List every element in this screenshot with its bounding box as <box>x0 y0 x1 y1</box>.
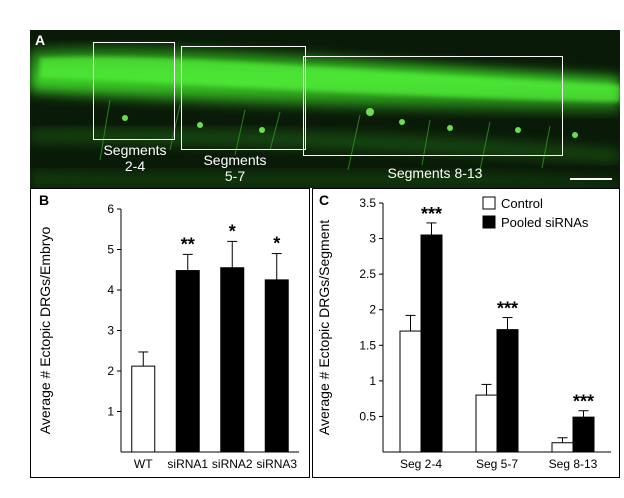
x-tick-label: Seg 2-4 <box>400 457 442 471</box>
bar-Seg 5-7 <box>496 329 519 453</box>
segment-label-5-7: Segments 5-7 <box>185 152 285 184</box>
y-tick-label: 2.5 <box>359 267 376 281</box>
legend-entry: Pooled siRNAs <box>501 215 589 230</box>
x-tick-label: WT <box>134 457 153 471</box>
y-tick-label: 0.5 <box>359 409 376 423</box>
scale-bar <box>570 178 612 180</box>
y-axis-label: Average # Ectopic DRGs/Segment <box>316 220 332 435</box>
segment-label-line1: Segments 8-13 <box>387 165 483 181</box>
segment-label-8-13: Segments 8-13 <box>360 165 510 181</box>
segment-label-2-4: Segments 2-4 <box>85 142 185 174</box>
y-tick-label: 3 <box>369 232 376 246</box>
panel-a-letter: A <box>35 32 46 48</box>
panel-c: C 0.5 1 1.5 2 2.5 3 3.5 *** Seg 2-4 *** Seg 5-7 *** S… <box>312 188 620 478</box>
x-tick-label: Seg 8-13 <box>549 457 598 471</box>
y-tick-label: 3 <box>107 324 114 338</box>
micrograph-image <box>30 47 620 188</box>
segment-label-line2: 2-4 <box>124 158 146 174</box>
significance-label: *** <box>573 392 594 412</box>
legend-entry: Control <box>501 196 543 211</box>
micrograph-panel: A Segments 2-4 Segments 5-7 Segments 8-1… <box>30 30 620 188</box>
segment-label-line2: 5-7 <box>224 168 246 184</box>
bar-Seg 2-4 <box>399 330 422 453</box>
significance-label: * <box>229 221 236 241</box>
significance-label: *** <box>421 204 442 224</box>
significance-label: ** <box>181 234 195 254</box>
x-tick-label: siRNA3 <box>256 457 297 471</box>
bar-Seg 8-13 <box>551 442 574 453</box>
x-tick-label: Seg 5-7 <box>476 457 518 471</box>
x-tick-label: siRNA1 <box>167 457 208 471</box>
panel-b: B 1 2 3 4 5 6 WT ** siRNA1 * siRNA2 * siRNA3 Average #… <box>30 188 310 478</box>
y-tick-label: 3.5 <box>359 196 376 210</box>
segment-label-line1: Segments <box>203 152 267 168</box>
y-tick-label: 2 <box>107 364 114 378</box>
segment-box-5-7 <box>181 46 306 150</box>
panel-letter: B <box>39 192 49 208</box>
bar-WT <box>131 365 156 453</box>
legend-swatch <box>482 215 496 229</box>
y-axis-label: Average # Ectopic DRGs/Embryo <box>37 227 53 435</box>
y-tick-label: 1.5 <box>359 338 376 352</box>
y-tick-label: 5 <box>107 243 114 257</box>
legend-swatch <box>482 196 496 210</box>
segment-box-2-4 <box>93 42 175 140</box>
segment-box-8-13 <box>303 56 563 156</box>
panel-letter: C <box>319 192 329 208</box>
y-tick-label: 1 <box>369 374 376 388</box>
significance-label: *** <box>497 299 518 319</box>
y-tick-label: 2 <box>369 303 376 317</box>
bar-siRNA3 <box>264 279 289 453</box>
bar-Seg 8-13 <box>572 416 595 453</box>
bar-siRNA1 <box>175 270 200 453</box>
y-tick-label: 4 <box>107 283 114 297</box>
chart-c: C 0.5 1 1.5 2 2.5 3 3.5 *** Seg 2-4 *** Seg 5-7 *** S… <box>316 192 611 471</box>
bar-siRNA2 <box>220 267 245 453</box>
segment-label-line1: Segments <box>103 142 167 158</box>
bar-Seg 2-4 <box>420 234 443 453</box>
y-tick-label: 6 <box>107 202 114 216</box>
chart-b: B 1 2 3 4 5 6 WT ** siRNA1 * siRNA2 * siRNA3 Average #… <box>37 192 299 471</box>
x-tick-label: siRNA2 <box>212 457 253 471</box>
bar-Seg 5-7 <box>475 394 498 453</box>
significance-label: * <box>273 234 280 254</box>
y-tick-label: 1 <box>107 405 114 419</box>
